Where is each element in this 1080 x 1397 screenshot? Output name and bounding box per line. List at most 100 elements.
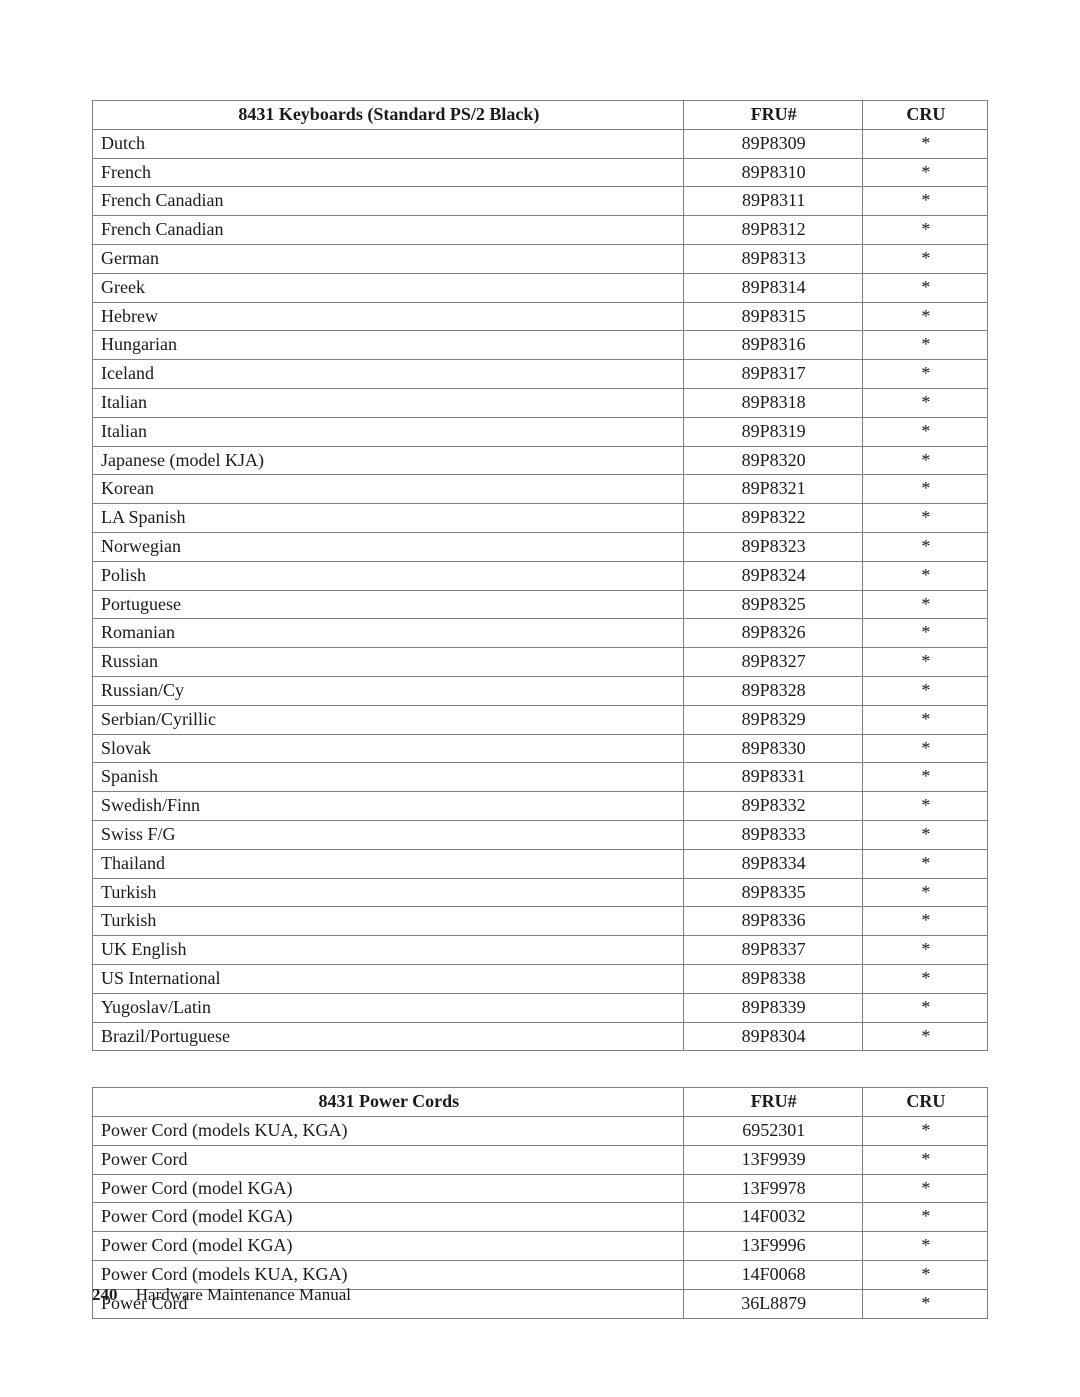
cell-fru: 89P8339	[683, 993, 862, 1022]
cell-cru: *	[862, 1203, 987, 1232]
cell-cru: *	[862, 648, 987, 677]
cell-cru: *	[862, 388, 987, 417]
cell-name: US International	[93, 964, 684, 993]
cell-name: Turkish	[93, 878, 684, 907]
table-row: Yugoslav/Latin89P8339*	[93, 993, 988, 1022]
table-row: French Canadian89P8312*	[93, 216, 988, 245]
cell-cru: *	[862, 878, 987, 907]
cell-fru: 89P8326	[683, 619, 862, 648]
cell-name: UK English	[93, 936, 684, 965]
doc-title: Hardware Maintenance Manual	[136, 1285, 351, 1304]
page-number: 240	[92, 1285, 118, 1304]
table-row: Turkish89P8336*	[93, 907, 988, 936]
cell-fru: 89P8327	[683, 648, 862, 677]
table-row: Portuguese89P8325*	[93, 590, 988, 619]
table-row: French89P8310*	[93, 158, 988, 187]
col-header-fru: FRU#	[683, 1088, 862, 1117]
cell-cru: *	[862, 561, 987, 590]
table-row: Brazil/Portuguese89P8304*	[93, 1022, 988, 1051]
cell-name: Hebrew	[93, 302, 684, 331]
cell-fru: 89P8321	[683, 475, 862, 504]
table-row: US International89P8338*	[93, 964, 988, 993]
cell-fru: 13F9978	[683, 1174, 862, 1203]
keyboards-table: 8431 Keyboards (Standard PS/2 Black) FRU…	[92, 100, 988, 1051]
cell-cru: *	[862, 820, 987, 849]
cell-fru: 89P8333	[683, 820, 862, 849]
page-footer: 240 Hardware Maintenance Manual	[92, 1285, 351, 1305]
cell-cru: *	[862, 187, 987, 216]
cell-name: French	[93, 158, 684, 187]
cell-fru: 89P8334	[683, 849, 862, 878]
cell-name: Russian/Cy	[93, 676, 684, 705]
cell-cru: *	[862, 1261, 987, 1290]
keyboards-tbody: Dutch89P8309*French89P8310*French Canadi…	[93, 129, 988, 1051]
table-header-row: 8431 Keyboards (Standard PS/2 Black) FRU…	[93, 101, 988, 130]
col-header-name: 8431 Keyboards (Standard PS/2 Black)	[93, 101, 684, 130]
cell-cru: *	[862, 676, 987, 705]
cell-cru: *	[862, 619, 987, 648]
cell-name: Russian	[93, 648, 684, 677]
cell-cru: *	[862, 1022, 987, 1051]
table-row: Slovak89P8330*	[93, 734, 988, 763]
cell-name: Swedish/Finn	[93, 792, 684, 821]
cell-fru: 89P8310	[683, 158, 862, 187]
cell-name: Romanian	[93, 619, 684, 648]
cell-fru: 6952301	[683, 1117, 862, 1146]
table-row: French Canadian89P8311*	[93, 187, 988, 216]
table-row: Power Cord (model KGA)13F9996*	[93, 1232, 988, 1261]
cell-cru: *	[862, 417, 987, 446]
cell-name: Portuguese	[93, 590, 684, 619]
cell-cru: *	[862, 331, 987, 360]
cell-fru: 89P8337	[683, 936, 862, 965]
cell-cru: *	[862, 734, 987, 763]
cell-name: Power Cord (models KUA, KGA)	[93, 1117, 684, 1146]
table-row: Serbian/Cyrillic89P8329*	[93, 705, 988, 734]
cell-name: French Canadian	[93, 216, 684, 245]
cell-cru: *	[862, 964, 987, 993]
cell-fru: 89P8304	[683, 1022, 862, 1051]
cell-name: Iceland	[93, 360, 684, 389]
table-row: Italian89P8318*	[93, 388, 988, 417]
cell-cru: *	[862, 1232, 987, 1261]
col-header-cru: CRU	[862, 101, 987, 130]
cell-cru: *	[862, 273, 987, 302]
cell-name: Power Cord (model KGA)	[93, 1203, 684, 1232]
col-header-cru: CRU	[862, 1088, 987, 1117]
cell-fru: 89P8319	[683, 417, 862, 446]
table-row: Power Cord (model KGA)14F0032*	[93, 1203, 988, 1232]
cell-fru: 89P8336	[683, 907, 862, 936]
cell-name: Serbian/Cyrillic	[93, 705, 684, 734]
table-row: Thailand89P8334*	[93, 849, 988, 878]
cell-fru: 89P8320	[683, 446, 862, 475]
table-header-row: 8431 Power Cords FRU# CRU	[93, 1088, 988, 1117]
cell-cru: *	[862, 129, 987, 158]
table-row: Dutch89P8309*	[93, 129, 988, 158]
table-row: Romanian89P8326*	[93, 619, 988, 648]
cell-name: Yugoslav/Latin	[93, 993, 684, 1022]
cell-cru: *	[862, 1117, 987, 1146]
cell-name: Power Cord	[93, 1145, 684, 1174]
table-row: Power Cord13F9939*	[93, 1145, 988, 1174]
cell-cru: *	[862, 792, 987, 821]
table-row: Russian89P8327*	[93, 648, 988, 677]
cell-cru: *	[862, 1145, 987, 1174]
cell-name: Swiss F/G	[93, 820, 684, 849]
cell-cru: *	[862, 504, 987, 533]
page-content: 8431 Keyboards (Standard PS/2 Black) FRU…	[92, 100, 988, 1319]
cell-name: Slovak	[93, 734, 684, 763]
cell-fru: 89P8324	[683, 561, 862, 590]
cell-fru: 89P8328	[683, 676, 862, 705]
cell-fru: 89P8317	[683, 360, 862, 389]
table-row: UK English89P8337*	[93, 936, 988, 965]
cell-name: Power Cord (model KGA)	[93, 1232, 684, 1261]
cell-name: Hungarian	[93, 331, 684, 360]
table-row: Italian89P8319*	[93, 417, 988, 446]
cell-fru: 89P8331	[683, 763, 862, 792]
cell-fru: 89P8316	[683, 331, 862, 360]
cell-name: Polish	[93, 561, 684, 590]
cell-cru: *	[862, 1289, 987, 1318]
col-header-name: 8431 Power Cords	[93, 1088, 684, 1117]
cell-name: Norwegian	[93, 532, 684, 561]
table-row: Greek89P8314*	[93, 273, 988, 302]
cell-fru: 14F0032	[683, 1203, 862, 1232]
